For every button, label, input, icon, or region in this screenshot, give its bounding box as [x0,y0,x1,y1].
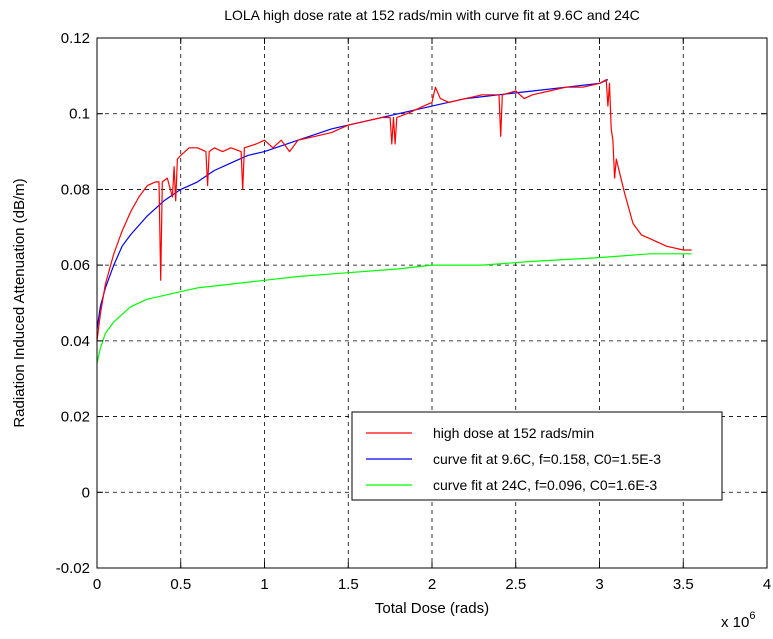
x-axis-multiplier: x 106 [721,610,755,631]
series-line-1 [96,78,692,341]
series-line-3 [96,253,692,364]
x-tick-label: 0 [93,576,101,593]
x-multiplier-base: x 10 [721,614,749,631]
legend-label-3: curve fit at 24C, f=0.096, C0=1.6E-3 [433,477,657,493]
x-tick-label: 1.5 [338,576,359,593]
y-tick-label: 0.12 [61,30,90,47]
chart-title: LOLA high dose rate at 152 rads/min with… [224,7,640,23]
y-tick-label: 0 [82,484,90,501]
y-tick-label: 0.1 [69,106,90,123]
y-tick-label: 0.06 [61,257,90,274]
y-tick-label: 0.08 [61,181,90,198]
legend: high dose at 152 rads/min curve fit at 9.… [351,411,723,501]
x-tick-label: 0.5 [170,576,191,593]
y-tick-label: 0.02 [61,409,90,426]
legend-box [351,411,723,501]
axis-ticks: 0 0.5 1 1.5 2 2.5 3 3.5 4-0.0200.020.040.060.080… [56,30,771,593]
legend-label-1: high dose at 152 rads/min [433,425,594,441]
x-tick-label: 4 [763,576,771,593]
x-tick-label: 2 [428,576,436,593]
series-layer [96,78,692,364]
y-axis-label: Radiation Induced Attenuation (dB/m) [11,178,28,427]
x-tick-label: 3 [595,576,603,593]
x-tick-label: 2.5 [505,576,526,593]
y-tick-label: 0.04 [61,333,90,350]
x-tick-label: 1 [260,576,268,593]
y-tick-label: -0.02 [56,560,90,577]
x-tick-label: 3.5 [673,576,694,593]
x-multiplier-exponent: 6 [749,610,755,622]
legend-label-2: curve fit at 9.6C, f=0.158, C0=1.5E-3 [433,451,661,467]
x-axis-label: Total Dose (rads) [375,600,489,617]
